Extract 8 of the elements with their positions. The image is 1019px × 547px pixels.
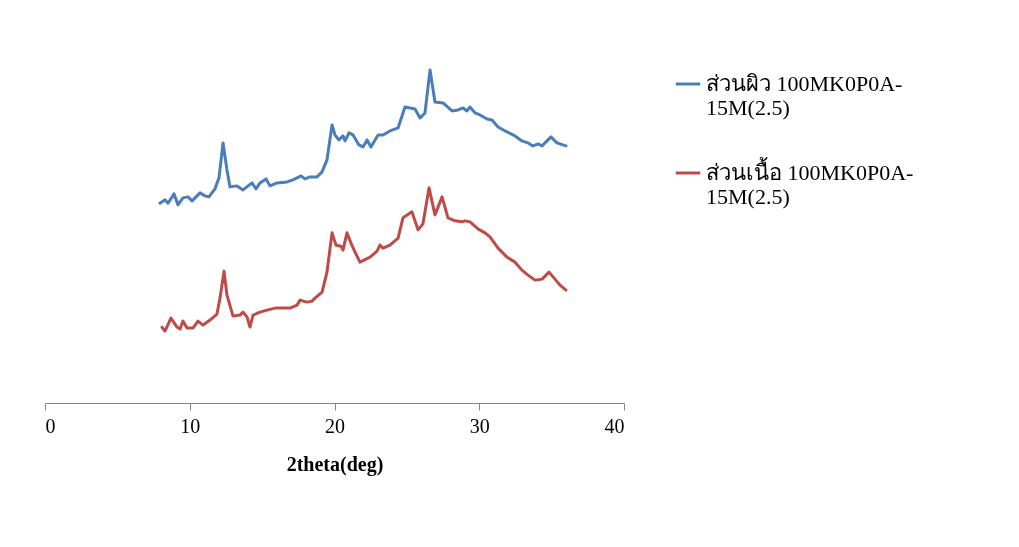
x-tick-label: 30 [469,414,490,437]
x-tick-label: 40 [604,414,625,437]
legend-label: ส่วนผิว 100MK0P0A-15M(2.5) [706,71,903,120]
legend-label: ส่วนเนื้อ 100MK0P0A-15M(2.5) [706,157,914,209]
x-tick-label: 0 [45,414,56,437]
x-tick-label: 10 [180,414,201,437]
x-axis-title: 2theta(deg) [286,452,384,476]
x-tick-label: 20 [325,414,345,437]
